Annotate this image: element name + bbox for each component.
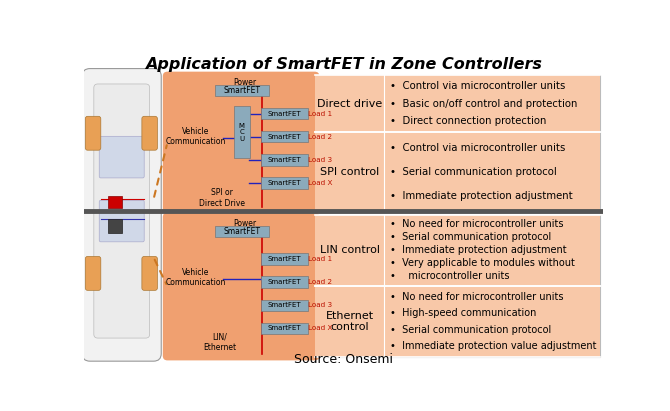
Text: •  Immediate protection value adjustment: • Immediate protection value adjustment	[390, 341, 596, 351]
FancyBboxPatch shape	[315, 286, 600, 357]
Text: Power: Power	[233, 219, 257, 228]
Text: Power: Power	[233, 78, 257, 87]
Text: SmartFET: SmartFET	[223, 86, 261, 95]
Text: SmartFET: SmartFET	[267, 111, 302, 117]
FancyBboxPatch shape	[315, 215, 600, 286]
Text: M
C
U: M C U	[239, 122, 245, 142]
Text: •  No need for microcontroller units: • No need for microcontroller units	[390, 219, 563, 229]
Text: Load 3: Load 3	[308, 157, 332, 163]
Text: Vehicle
Communication: Vehicle Communication	[165, 127, 226, 146]
FancyBboxPatch shape	[94, 84, 149, 338]
Text: Load 1: Load 1	[308, 256, 332, 262]
Text: •  Basic on/off control and protection: • Basic on/off control and protection	[390, 99, 578, 109]
Text: •  High-speed communication: • High-speed communication	[390, 308, 536, 319]
Text: SPI control: SPI control	[320, 167, 379, 177]
FancyBboxPatch shape	[261, 131, 308, 143]
FancyBboxPatch shape	[214, 226, 269, 237]
FancyBboxPatch shape	[99, 200, 144, 242]
Text: •  Control via microcontroller units: • Control via microcontroller units	[390, 81, 565, 91]
Text: Source: Onsemi: Source: Onsemi	[294, 353, 393, 366]
FancyBboxPatch shape	[163, 72, 320, 213]
FancyBboxPatch shape	[142, 256, 157, 290]
FancyBboxPatch shape	[261, 253, 308, 265]
FancyBboxPatch shape	[85, 116, 100, 150]
Text: •  Serial communication protocol: • Serial communication protocol	[390, 232, 551, 242]
Text: •  Serial communication protocol: • Serial communication protocol	[390, 167, 557, 177]
Text: •    microcontroller units: • microcontroller units	[390, 271, 509, 281]
Text: Application of SmartFET in Zone Controllers: Application of SmartFET in Zone Controll…	[145, 57, 542, 72]
FancyBboxPatch shape	[214, 85, 269, 96]
Text: Vehicle
Communication: Vehicle Communication	[165, 268, 226, 287]
FancyBboxPatch shape	[108, 219, 122, 233]
FancyBboxPatch shape	[315, 75, 600, 132]
Text: Ethernet
control: Ethernet control	[326, 311, 374, 332]
FancyBboxPatch shape	[142, 116, 157, 150]
FancyBboxPatch shape	[234, 106, 250, 158]
Text: SmartFET: SmartFET	[267, 279, 302, 285]
Text: LIN control: LIN control	[320, 245, 380, 255]
FancyBboxPatch shape	[261, 300, 308, 311]
Text: SmartFET: SmartFET	[267, 134, 302, 140]
FancyBboxPatch shape	[261, 154, 308, 166]
FancyBboxPatch shape	[315, 215, 600, 357]
Text: LIN/
Ethernet: LIN/ Ethernet	[203, 333, 236, 352]
Text: •  Direct connection protection: • Direct connection protection	[390, 116, 546, 126]
Text: SPI or
Direct Drive: SPI or Direct Drive	[199, 188, 245, 208]
Text: Load 3: Load 3	[308, 302, 332, 308]
FancyBboxPatch shape	[261, 108, 308, 119]
Text: •  Immediate protection adjustment: • Immediate protection adjustment	[390, 245, 567, 255]
FancyBboxPatch shape	[108, 196, 122, 208]
FancyBboxPatch shape	[99, 136, 144, 178]
FancyBboxPatch shape	[261, 277, 308, 288]
Text: •  Immediate protection adjustment: • Immediate protection adjustment	[390, 191, 573, 201]
Text: Load X: Load X	[308, 180, 333, 186]
Text: •  No need for microcontroller units: • No need for microcontroller units	[390, 292, 563, 302]
Text: SmartFET: SmartFET	[267, 180, 302, 186]
Text: Load 2: Load 2	[308, 279, 332, 285]
Text: SmartFET: SmartFET	[223, 227, 261, 236]
FancyBboxPatch shape	[261, 323, 308, 334]
FancyBboxPatch shape	[85, 256, 100, 290]
Text: Direct drive: Direct drive	[317, 99, 382, 109]
FancyBboxPatch shape	[315, 132, 600, 211]
FancyBboxPatch shape	[261, 177, 308, 189]
FancyBboxPatch shape	[82, 69, 161, 361]
Text: SmartFET: SmartFET	[267, 326, 302, 331]
Text: SmartFET: SmartFET	[267, 157, 302, 163]
Text: Load 1: Load 1	[308, 111, 332, 117]
Text: Load X: Load X	[308, 326, 333, 331]
Text: •  Control via microcontroller units: • Control via microcontroller units	[390, 143, 565, 152]
Text: SmartFET: SmartFET	[267, 302, 302, 308]
Text: Load 2: Load 2	[308, 134, 332, 140]
Text: •  Serial communication protocol: • Serial communication protocol	[390, 325, 551, 335]
Text: SmartFET: SmartFET	[267, 256, 302, 262]
FancyBboxPatch shape	[315, 75, 600, 211]
Text: •  Very applicable to modules without: • Very applicable to modules without	[390, 258, 575, 268]
FancyBboxPatch shape	[163, 212, 320, 360]
